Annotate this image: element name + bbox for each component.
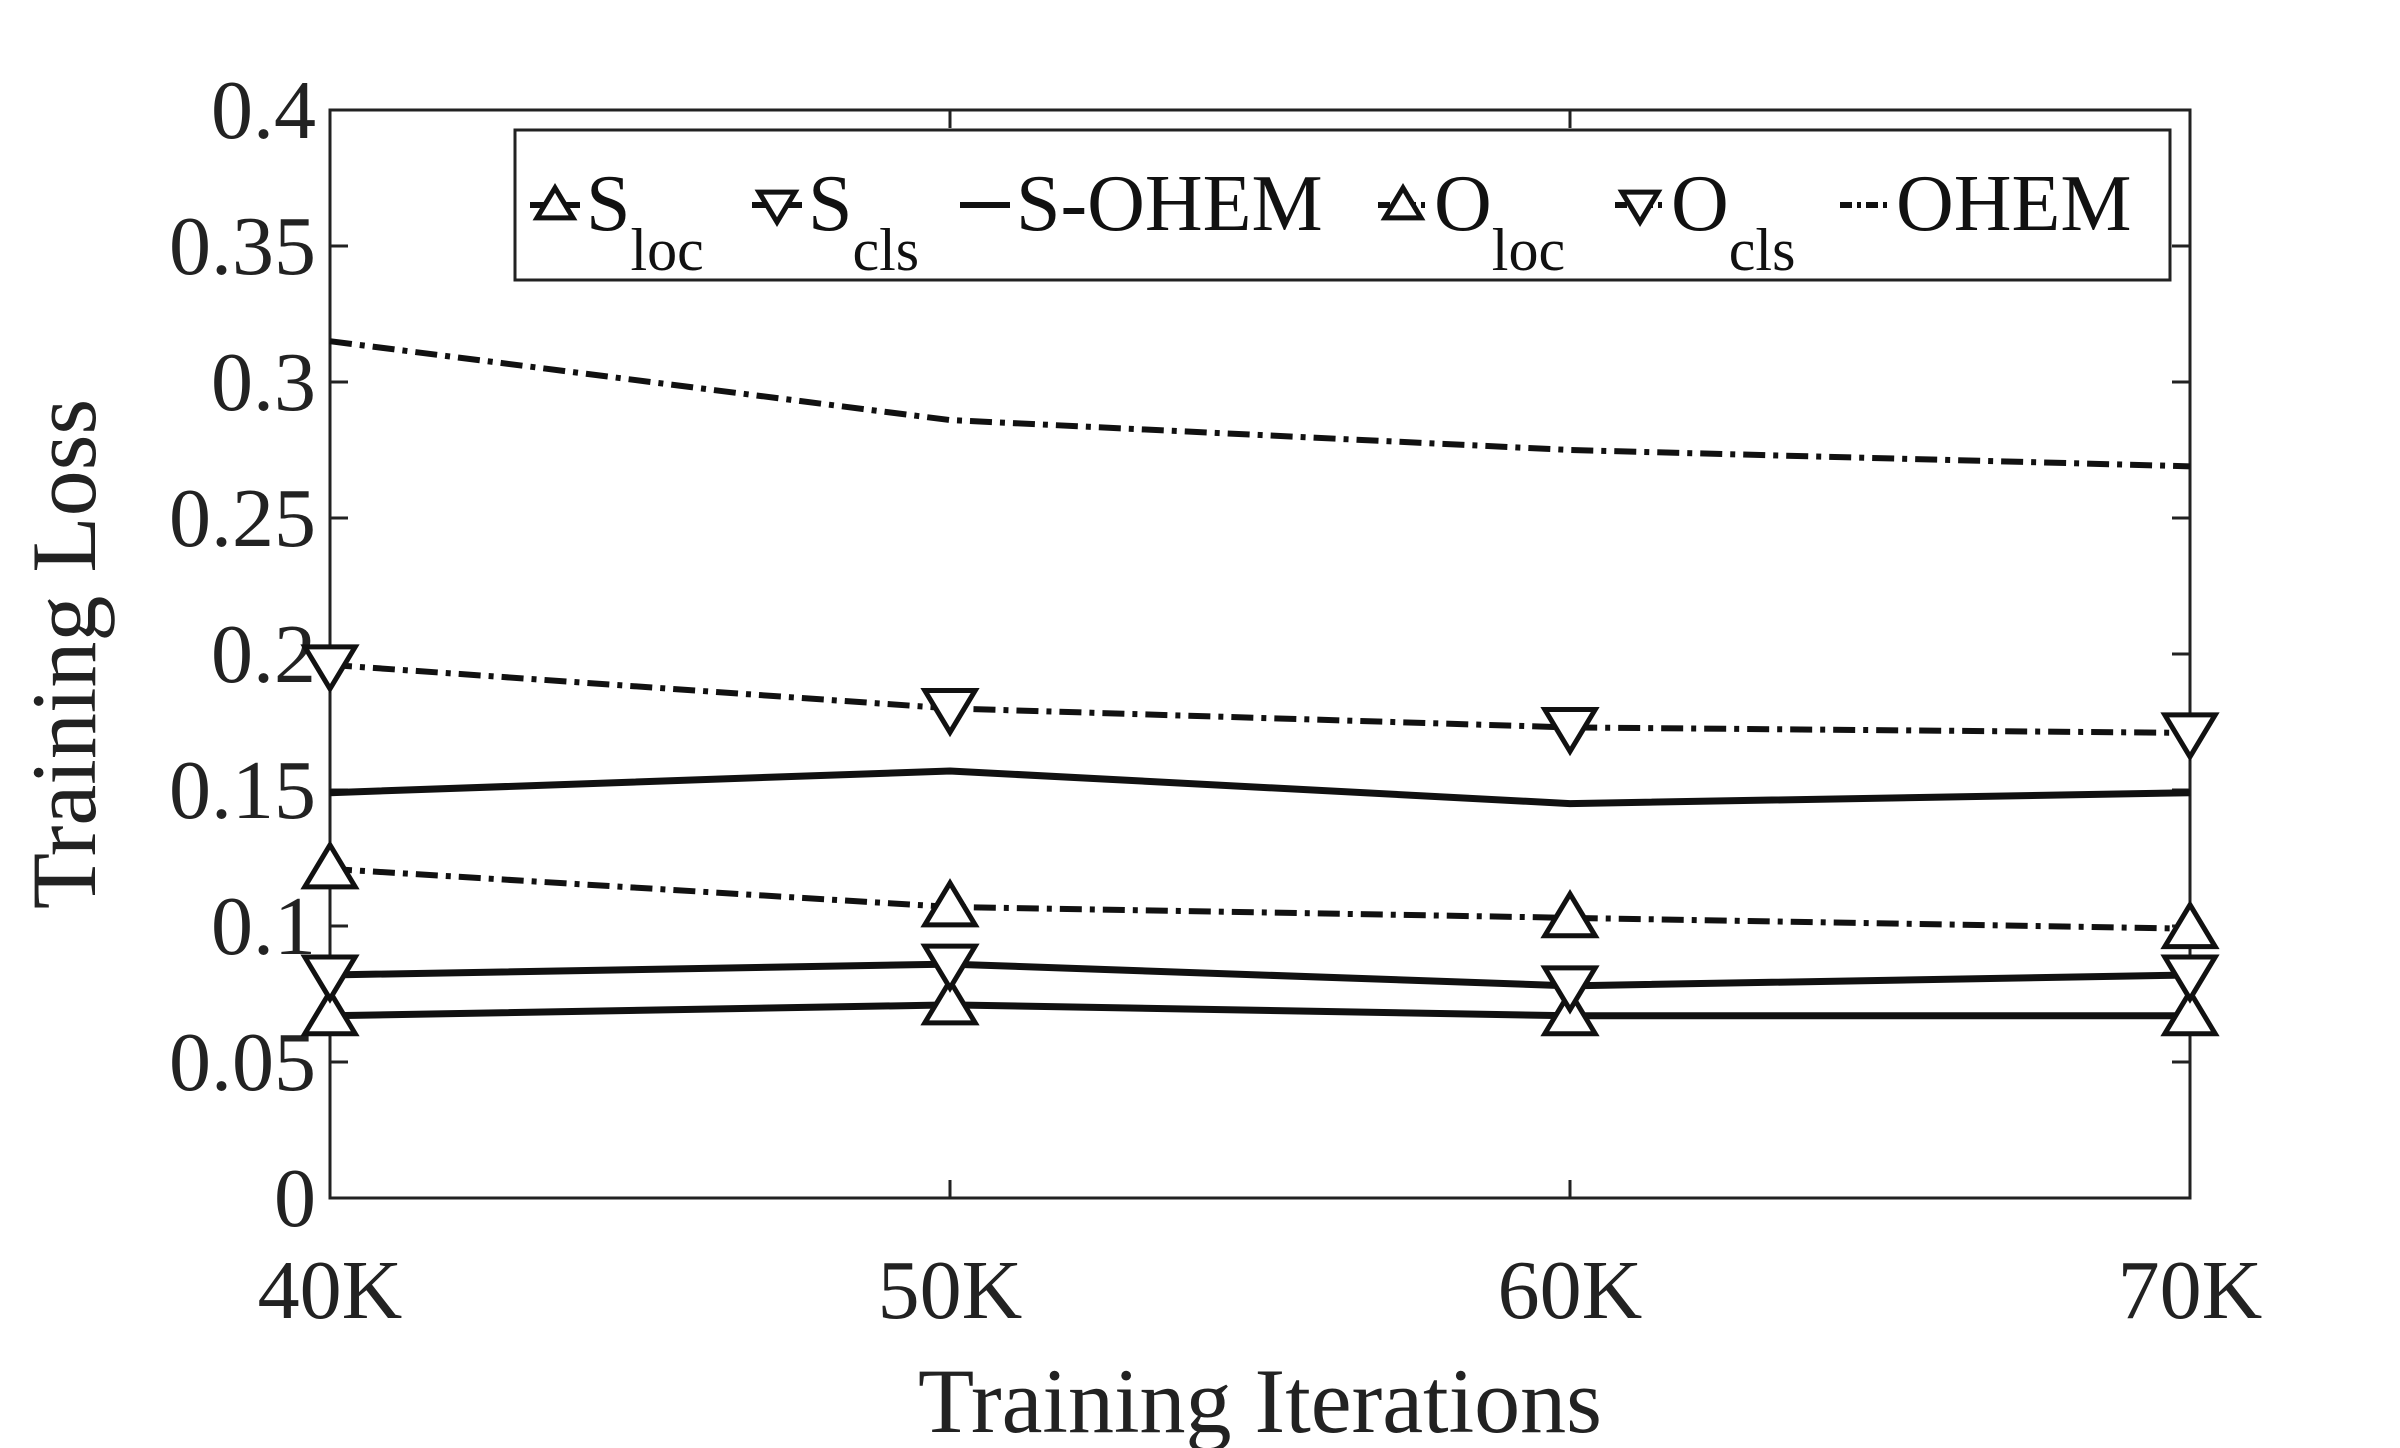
legend: Sloc Scls S-OHEM Oloc Ocls OHEM: [513, 128, 2172, 283]
legend-label: Oloc: [1434, 160, 1565, 283]
legend-label: Ocls: [1671, 160, 1795, 283]
data-point-marker: [300, 840, 360, 890]
series-3: [300, 840, 2220, 950]
data-point-marker: [1380, 183, 1426, 221]
data-point-marker: [2160, 899, 2220, 950]
series-layer: [300, 338, 2220, 1037]
data-point-marker: [754, 189, 800, 227]
y-tick-label: 0.25: [169, 472, 316, 565]
x-tick-label: 70K: [2118, 1244, 2263, 1337]
series-2: [329, 767, 2191, 808]
data-point-marker: [2160, 986, 2220, 1037]
series-line: [329, 1001, 2190, 1020]
x-tick-label: 40K: [258, 1244, 403, 1337]
series-line: [329, 767, 2191, 808]
data-point-marker: [920, 976, 980, 1026]
series-line: [329, 338, 2191, 470]
legend-label: S-OHEM: [1016, 160, 1323, 248]
y-tick-label: 0.15: [169, 744, 316, 837]
series-line: [329, 960, 2191, 990]
y-tick-label: 0: [274, 1152, 316, 1245]
data-point-marker: [1540, 965, 1600, 1015]
data-point-marker: [1540, 889, 1600, 939]
legend-label: Scls: [808, 160, 919, 283]
series-1: [300, 943, 2220, 1015]
y-ticks: 0 0.05 0.1 0.15 0.2 0.25 0.3 0.35 0.4: [169, 64, 2190, 1245]
legend-label: Sloc: [586, 160, 704, 283]
series-line: [329, 661, 2191, 736]
legend-entry-5: OHEM: [1840, 160, 2132, 248]
y-tick-label: 0.2: [211, 608, 316, 701]
data-point-marker: [920, 687, 980, 738]
y-tick-label: 0.35: [169, 200, 316, 293]
y-tick-label: 0.05: [169, 1016, 316, 1109]
data-point-marker: [300, 986, 360, 1037]
legend-entry-3: Oloc: [1378, 160, 1565, 283]
y-tick-label: 0.3: [211, 336, 316, 429]
legend-label: OHEM: [1896, 160, 2132, 248]
data-point-marker: [1540, 706, 1600, 757]
data-point-marker: [532, 183, 578, 221]
data-point-marker: [1617, 189, 1663, 227]
data-point-marker: [2160, 712, 2220, 762]
series-0: [300, 976, 2220, 1037]
y-tick-label: 0.4: [211, 64, 316, 157]
legend-entry-4: Ocls: [1615, 160, 1795, 283]
x-ticks: 40K 50K 60K 70K: [258, 110, 2263, 1337]
legend-entry-1: Scls: [752, 160, 919, 283]
data-point-marker: [920, 878, 980, 928]
series-4: [300, 644, 2220, 762]
y-axis-title: Training Loss: [13, 399, 115, 909]
data-point-marker: [2160, 954, 2220, 1004]
legend-entry-0: Sloc: [530, 160, 704, 283]
data-point-marker: [300, 954, 360, 1004]
y-tick-label: 0.1: [211, 880, 316, 973]
series-5: [329, 338, 2191, 470]
x-axis-title: Training Iterations: [918, 1350, 1602, 1448]
legend-entry-2: S-OHEM: [960, 160, 1323, 248]
data-point-marker: [920, 943, 980, 993]
series-line: [329, 865, 2191, 932]
x-tick-label: 50K: [878, 1244, 1023, 1337]
data-point-marker: [300, 644, 360, 694]
x-tick-label: 60K: [1498, 1244, 1643, 1337]
